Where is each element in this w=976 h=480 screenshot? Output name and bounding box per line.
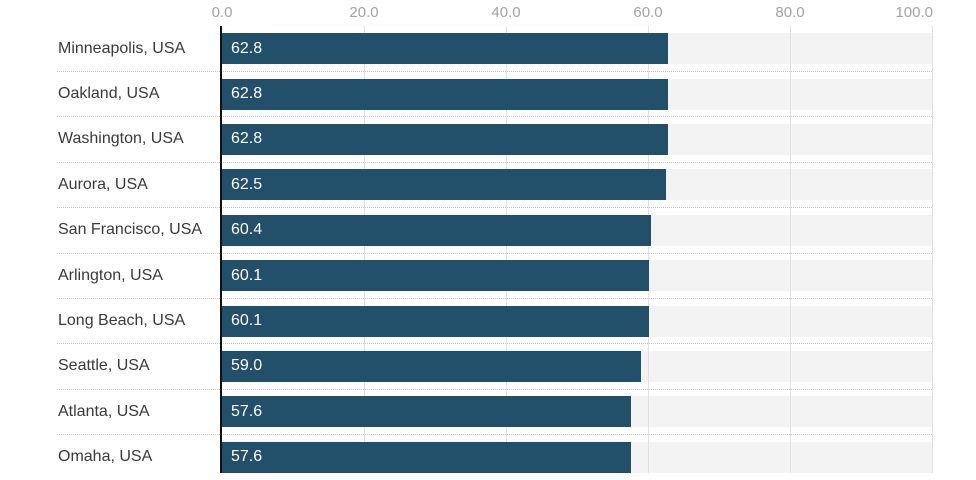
bar: 57.6: [222, 396, 631, 428]
gridline: [648, 26, 649, 473]
category-label: Atlanta, USA: [58, 402, 150, 420]
bar: 62.8: [222, 78, 668, 110]
row-separator: [57, 343, 932, 345]
chart-row: Seattle, USA 59.0: [0, 344, 976, 389]
category-label: San Francisco, USA: [58, 221, 203, 239]
chart-row: Oakland, USA 62.8: [0, 71, 976, 116]
chart-row: Omaha, USA 57.6: [0, 435, 976, 480]
chart-row: Washington, USA 62.8: [0, 117, 976, 162]
bar: 60.4: [222, 214, 651, 246]
bar: 60.1: [222, 305, 649, 337]
row-separator: [57, 70, 932, 72]
row-separator: [57, 252, 932, 254]
x-axis-tick-label: 60.0: [633, 4, 663, 21]
gridline: [506, 26, 507, 473]
bar-value-label: 60.1: [231, 312, 263, 330]
x-axis-tick-label: 80.0: [775, 4, 805, 21]
bar-value-label: 62.8: [231, 39, 263, 57]
y-axis-line: [220, 26, 222, 473]
category-label: Washington, USA: [58, 130, 184, 148]
row-separator: [57, 434, 932, 436]
row-separator: [57, 297, 932, 299]
row-separator: [57, 116, 932, 118]
row-separator: [57, 207, 932, 209]
gridline: [364, 26, 365, 473]
x-axis-tick-label: 40.0: [491, 4, 521, 21]
gridline: [790, 26, 791, 473]
bar-value-label: 57.6: [231, 402, 263, 420]
chart-row: Long Beach, USA 60.1: [0, 298, 976, 343]
category-label: Arlington, USA: [58, 266, 163, 284]
bar-value-label: 57.6: [231, 448, 263, 466]
bar-value-label: 60.1: [231, 266, 263, 284]
category-label: Oakland, USA: [58, 85, 160, 103]
bar: 60.1: [222, 260, 649, 292]
chart-row: Arlington, USA 60.1: [0, 253, 976, 298]
chart-row: Atlanta, USA 57.6: [0, 389, 976, 434]
bar: 62.5: [222, 169, 666, 201]
bar-value-label: 62.5: [231, 175, 263, 193]
bar: 62.8: [222, 33, 668, 65]
x-axis-tick-label: 20.0: [349, 4, 379, 21]
bar: 62.8: [222, 123, 668, 155]
bar-value-label: 62.8: [231, 130, 263, 148]
row-separator: [57, 161, 932, 163]
bar-value-label: 59.0: [231, 357, 263, 375]
category-label: Aurora, USA: [58, 175, 148, 193]
category-label: Long Beach, USA: [58, 312, 186, 330]
x-axis-tick-label: 0.0: [211, 4, 233, 21]
chart-row: San Francisco, USA 60.4: [0, 208, 976, 253]
bar-value-label: 60.4: [231, 221, 263, 239]
bar-value-label: 62.8: [231, 85, 263, 103]
category-label: Minneapolis, USA: [58, 39, 186, 57]
bar: 59.0: [222, 350, 641, 382]
bar: 57.6: [222, 441, 631, 473]
x-axis-tick-label: 100.0: [895, 4, 933, 21]
chart-row: Aurora, USA 62.5: [0, 162, 976, 207]
category-label: Seattle, USA: [58, 357, 150, 375]
chart-row: Minneapolis, USA 62.8: [0, 26, 976, 71]
gridline: [932, 26, 933, 473]
row-separator: [57, 388, 932, 390]
category-label: Omaha, USA: [58, 448, 153, 466]
